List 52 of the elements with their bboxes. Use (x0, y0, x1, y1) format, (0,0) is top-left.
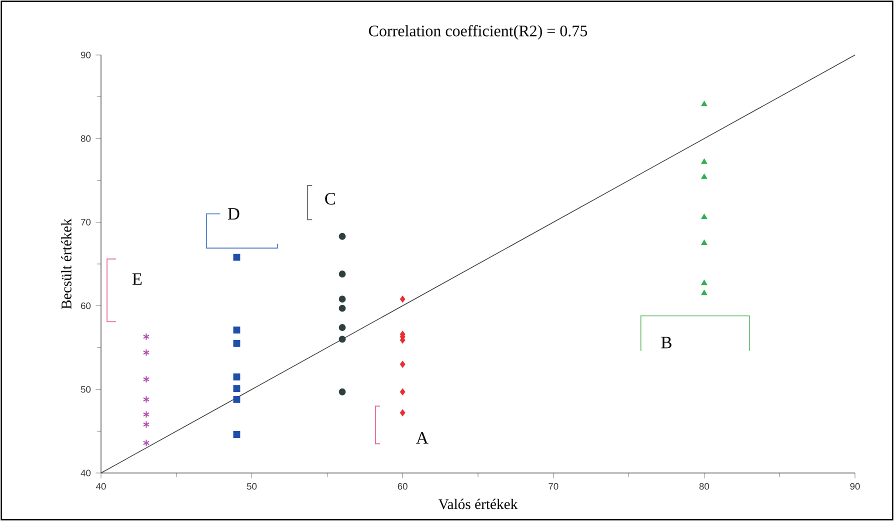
point (338, 270, 346, 278)
point (233, 326, 240, 334)
point (338, 336, 346, 343)
point (233, 373, 240, 380)
point (400, 360, 406, 368)
point (142, 396, 150, 404)
point (142, 439, 150, 447)
point (338, 388, 346, 396)
y-axis-title: Becsült értékek (61, 218, 72, 309)
annotation: D (228, 208, 240, 220)
point (233, 254, 240, 261)
point (701, 280, 708, 286)
point (701, 100, 708, 106)
y-tick-label: 60 (81, 302, 91, 310)
y-tick-label: 50 (80, 386, 91, 393)
point (142, 410, 150, 418)
point (400, 388, 406, 396)
point (338, 232, 346, 240)
y-tick-label: 90 (81, 52, 91, 58)
point (338, 324, 346, 331)
annotation: E (132, 273, 142, 285)
y-tick-label: 70 (81, 218, 91, 226)
y-tick-label: 40 (80, 470, 91, 476)
annotation: B (661, 336, 672, 348)
annotation: C (325, 192, 336, 205)
x-tick-label: 60 (398, 483, 408, 490)
point (701, 174, 708, 179)
point (701, 240, 708, 245)
x-tick-label: 80 (699, 483, 710, 490)
point (233, 396, 240, 403)
point (142, 332, 150, 340)
point (701, 158, 708, 164)
point (400, 409, 406, 416)
point (233, 340, 240, 347)
chart-title: Correlation coefficient(R2) = 0.75 (368, 24, 588, 40)
point (701, 290, 708, 296)
point (400, 296, 406, 303)
point (142, 348, 150, 356)
point (142, 420, 150, 428)
y-tick-label: 80 (80, 135, 91, 142)
x-tick-label: 50 (246, 483, 257, 490)
x-axis-title: Valós értékek (438, 498, 518, 510)
point (338, 304, 346, 312)
x-tick-label: 40 (96, 483, 106, 490)
point (338, 296, 346, 303)
x-tick-label: 70 (548, 483, 558, 490)
point (701, 214, 708, 220)
annotation: A (416, 432, 428, 444)
point (233, 431, 240, 438)
point (233, 385, 240, 392)
x-tick-label: 90 (850, 483, 860, 490)
point (142, 376, 150, 384)
